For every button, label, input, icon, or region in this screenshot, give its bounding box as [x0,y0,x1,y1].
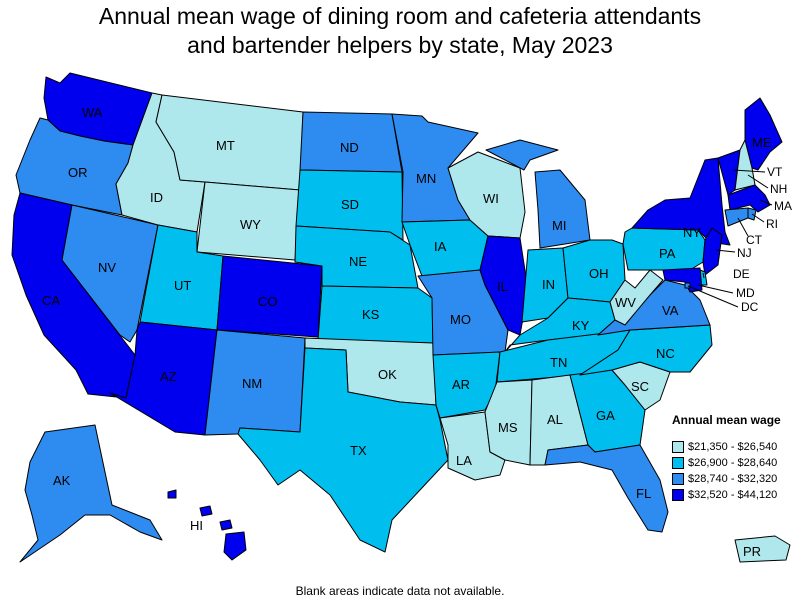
state-label-sd: SD [341,197,359,212]
state-HI[interactable] [167,489,247,561]
state-AK[interactable] [19,424,163,563]
state-label-co: CO [258,294,278,309]
state-NJ[interactable] [702,227,723,276]
leader-line-nh [747,174,769,189]
legend-label-2: $26,900 - $28,640 [688,457,778,469]
state-label-ar: AR [452,377,470,392]
leader-line-vt [732,169,766,173]
state-label-mo: MO [450,312,471,327]
state-label-ma: MA [774,199,792,213]
legend: Annual mean wage $21,350 - $26,540 $26,9… [672,413,797,503]
state-label-il: IL [497,279,508,294]
state-label-nc: NC [656,346,675,361]
state-label-ri: RI [766,217,778,231]
state-label-or: OR [68,165,88,180]
state-label-ut: UT [174,278,191,293]
legend-item: $32,520 - $44,120 [672,487,797,503]
state-label-ny: NY [683,225,701,240]
leader-line-ct [737,217,749,237]
legend-label-3: $28,740 - $32,320 [688,473,778,485]
state-label-nd: ND [340,140,359,155]
state-label-oh: OH [589,266,609,281]
legend-title: Annual mean wage [672,413,781,427]
state-label-mi: MI [552,218,566,233]
state-label-nm: NM [242,376,262,391]
state-label-ga: GA [596,408,615,423]
state-label-id: ID [150,190,163,205]
state-label-nh: NH [770,182,787,196]
legend-item: $28,740 - $32,320 [672,471,797,487]
legend-item: $21,350 - $26,540 [672,439,797,455]
state-label-nv: NV [98,260,116,275]
state-IL[interactable] [479,235,529,336]
legend-swatch-3 [672,473,684,485]
state-label-ca: CA [42,293,60,308]
state-label-tx: TX [350,443,367,458]
state-label-pa: PA [659,246,676,261]
legend-swatch-2 [672,457,684,469]
leader-line-nj [715,249,736,253]
state-label-wv: WV [615,295,636,310]
state-label-ok: OK [378,367,397,382]
state-label-nj: NJ [737,246,752,260]
state-ME[interactable] [744,97,783,171]
state-MD[interactable] [662,267,703,293]
state-label-ct: CT [746,233,763,247]
state-label-vt: VT [767,165,783,179]
leader-line-ri [751,213,765,223]
state-FL[interactable] [544,444,669,533]
state-label-hi: HI [190,518,203,533]
state-label-in: IN [542,277,555,292]
state-PR[interactable] [734,535,791,563]
state-label-md: MD [736,286,755,300]
state-label-de: DE [733,267,750,281]
state-label-ne: NE [349,254,367,269]
state-label-mn: MN [416,171,436,186]
map-title-line-2: and bartender helpers by state, May 2023 [187,32,613,58]
state-label-me: ME [752,135,772,150]
state-label-fl: FL [636,486,651,501]
state-label-ms: MS [498,420,518,435]
state-WV[interactable] [609,269,664,326]
state-CT[interactable] [724,207,749,227]
map-title: Annual mean wage of dining room and cafe… [0,2,800,60]
footnote: Blank areas indicate data not available. [295,584,505,598]
legend-item: $26,900 - $28,640 [672,455,797,471]
state-TX[interactable] [237,347,449,553]
state-label-sc: SC [631,379,649,394]
state-label-wy: WY [240,217,261,232]
leader-line-de [702,272,705,279]
state-label-la: LA [456,453,472,468]
state-label-dc: DC [741,300,759,314]
state-label-tn: TN [550,355,567,370]
state-label-va: VA [662,303,679,318]
leader-line-md [697,284,734,294]
state-label-wa: WA [82,105,103,120]
legend-swatch-1 [672,441,684,453]
state-label-ks: KS [362,307,380,322]
state-label-ak: AK [53,473,71,488]
legend-label-4: $32,520 - $44,120 [688,489,778,501]
legend-swatch-4 [672,489,684,501]
state-label-al: AL [547,412,563,427]
map-title-line-1: Annual mean wage of dining room and cafe… [98,3,702,29]
leader-line-ma [759,199,773,206]
state-label-pr: PR [743,544,761,559]
leader-line-dc [687,285,739,308]
state-label-ia: IA [434,239,447,254]
state-label-az: AZ [160,369,177,384]
state-label-mt: MT [216,138,235,153]
state-DC[interactable] [684,282,691,289]
state-NH[interactable] [734,139,756,191]
state-label-ky: KY [572,318,590,333]
state-label-wi: WI [483,191,499,206]
legend-label-1: $21,350 - $26,540 [688,441,778,453]
